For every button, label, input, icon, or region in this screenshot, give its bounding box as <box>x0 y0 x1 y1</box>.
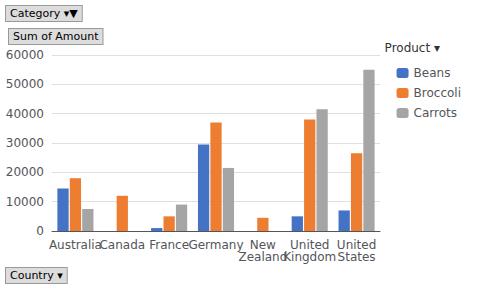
svg-text:Category ▾▼: Category ▾▼ <box>10 7 78 20</box>
svg-text:United: United <box>336 238 377 252</box>
svg-text:Carrots: Carrots <box>414 106 457 120</box>
svg-text:Australia: Australia <box>49 238 102 252</box>
svg-text:50000: 50000 <box>6 77 44 91</box>
svg-text:20000: 20000 <box>6 165 44 179</box>
svg-text:40000: 40000 <box>6 107 44 121</box>
svg-text:Broccoli: Broccoli <box>414 86 461 100</box>
svg-text:France: France <box>149 238 189 252</box>
svg-text:United: United <box>290 238 330 252</box>
svg-text:Germany: Germany <box>188 238 243 252</box>
svg-text:60000: 60000 <box>6 48 44 62</box>
svg-text:Beans: Beans <box>414 66 451 80</box>
svg-text:Canada: Canada <box>99 238 145 252</box>
svg-text:Zealand: Zealand <box>238 250 287 264</box>
svg-text:Country ▾: Country ▾ <box>10 269 63 282</box>
svg-text:0: 0 <box>36 224 44 238</box>
svg-text:Sum of Amount: Sum of Amount <box>13 30 99 43</box>
svg-text:New: New <box>249 238 276 252</box>
svg-text:Product ▾: Product ▾ <box>385 41 440 55</box>
svg-text:30000: 30000 <box>6 136 44 150</box>
svg-text:States: States <box>338 250 376 264</box>
svg-text:10000: 10000 <box>6 195 44 209</box>
svg-text:Kingdom: Kingdom <box>283 250 336 264</box>
